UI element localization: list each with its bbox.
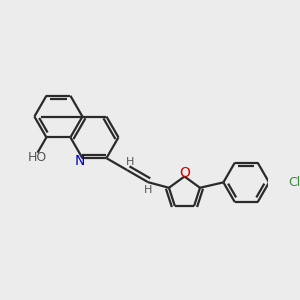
Text: O: O [179, 166, 190, 180]
Text: Cl: Cl [288, 176, 300, 189]
Text: N: N [75, 154, 85, 168]
Text: H: H [126, 157, 135, 167]
Text: H: H [144, 185, 152, 195]
Text: HO: HO [28, 151, 47, 164]
